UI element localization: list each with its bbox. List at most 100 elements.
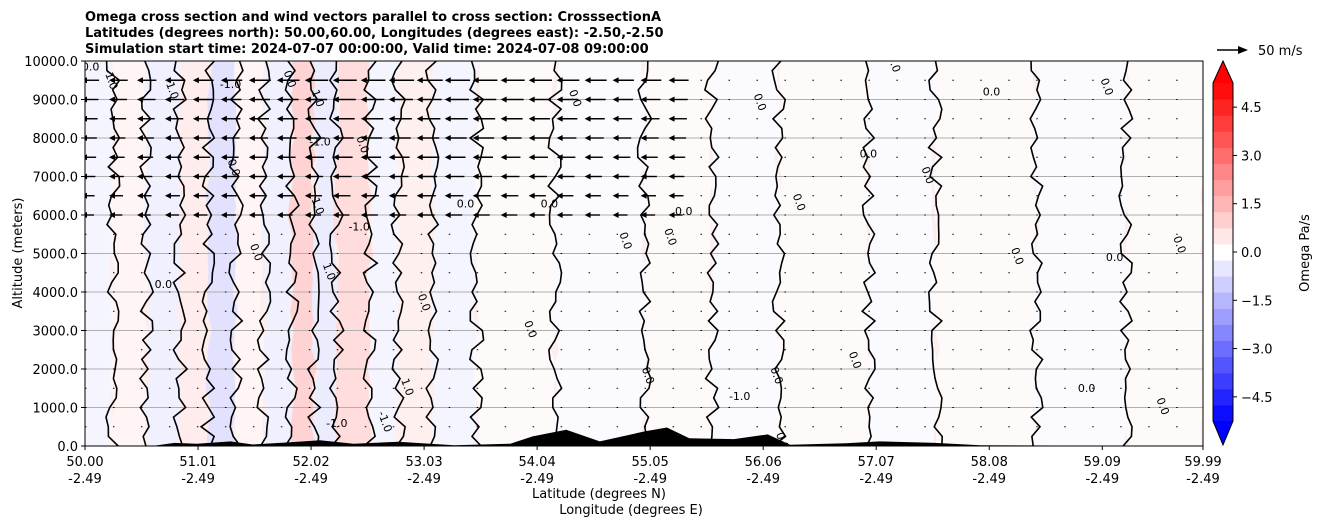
x-axis-label-lon: Longitude (degrees E): [559, 503, 703, 518]
contour-label: 0.0: [1154, 396, 1172, 417]
wind-vector-head: [640, 135, 647, 141]
wind-vector-head: [164, 173, 171, 180]
wind-vector-head: [220, 135, 227, 141]
plot-area: 0.0 -1.0 1.0 -1.0 0.0 1.0 -1.0 0.0 1.0 -1.0 0.0 0.0…: [82, 61, 1203, 452]
wind-vector-head: [668, 115, 675, 122]
contour-label: 0.0: [1008, 246, 1026, 267]
contour-label: 1.0: [163, 80, 181, 101]
wind-vector-head: [612, 135, 619, 141]
wind-vector-head: [136, 173, 143, 180]
wind-vector-head: [248, 115, 255, 122]
colorbar-tick-label: 1.5: [1241, 198, 1262, 213]
wind-vector-head: [164, 154, 171, 161]
wind-vector-head: [136, 115, 143, 122]
x-tick-label-lon: -2.49: [181, 472, 215, 487]
contour-label: 0.0: [846, 350, 864, 371]
wind-vector-head: [220, 192, 227, 199]
wind-vector-head: [248, 212, 255, 218]
wind-vector-head: [304, 115, 311, 122]
x-tick-label-lat: 59.99: [1184, 455, 1221, 470]
wind-vector-head: [108, 135, 115, 141]
y-tick-label: 3000.0: [33, 325, 79, 340]
contour-label: 0.0: [82, 61, 100, 74]
contour-line: [547, 61, 563, 446]
contour-label: 0.0: [155, 278, 173, 291]
wind-vector-head: [500, 154, 507, 161]
wind-vector-head: [556, 135, 563, 141]
contour-label: 0.0: [1170, 234, 1188, 255]
contour-line: [256, 61, 272, 446]
x-tick-label-lon: -2.49: [407, 472, 441, 487]
x-axis: 50.00 -2.49 51.01 -2.49 52.02 -2.49 53.03 -2.49…: [66, 446, 1222, 487]
wind-vector-head: [220, 77, 227, 84]
colorbar-level: [1213, 179, 1233, 197]
contour-label: 1.0: [320, 261, 338, 282]
wind-vector-head: [640, 173, 647, 180]
contour-label: -1.0: [348, 220, 369, 233]
colorbar-level: [1213, 260, 1233, 277]
wind-vector-head: [612, 96, 619, 103]
wind-vector-head: [304, 135, 311, 141]
contour-line: [468, 61, 485, 446]
contour-label: 0.0: [521, 319, 539, 340]
wind-vector-head: [416, 77, 423, 84]
wind-vector-head: [500, 212, 507, 218]
contour-label: 0.0: [639, 365, 657, 386]
contour-line: [284, 61, 300, 446]
wind-vector-head: [136, 192, 143, 199]
wind-vector-head: [164, 135, 171, 141]
y-tick-label: 10000.0: [24, 55, 78, 70]
contour-line: [1029, 61, 1044, 446]
wind-vector-head: [388, 173, 395, 180]
wind-vector-head: [556, 173, 563, 180]
wind-vector-head: [108, 173, 115, 180]
wind-vector-head: [108, 192, 115, 199]
wind-vector-head: [556, 154, 563, 161]
wind-vector-head: [85, 154, 87, 161]
x-tick-label-lon: -2.49: [68, 472, 102, 487]
wind-vector-head: [556, 212, 563, 218]
wind-vector-head: [192, 96, 199, 103]
wind-vectors: [85, 77, 1178, 428]
terrain: [85, 427, 1203, 446]
wind-vector-head: [332, 154, 339, 161]
wind-vector-head: [276, 115, 283, 122]
colorbar-extend-max: [1213, 61, 1233, 83]
contour-label: -1.0: [309, 136, 330, 149]
wind-vector-head: [136, 212, 143, 218]
wind-vector-head: [500, 115, 507, 122]
wind-vector-head: [472, 212, 479, 218]
wind-vector-head: [248, 77, 255, 84]
contour-label: 0.0: [919, 165, 937, 186]
colorbar-level: [1213, 388, 1233, 406]
wind-vector-head: [192, 173, 199, 180]
contour-line: [138, 61, 155, 446]
wind-vector-head: [248, 154, 255, 161]
x-tick-label-lon: -2.49: [1186, 472, 1220, 487]
wind-vector-head: [584, 173, 591, 180]
colorbar-level: [1213, 115, 1233, 132]
contour-line: [328, 61, 345, 446]
contour-label: 0.0: [616, 230, 634, 251]
contour-label: 0.0: [1098, 76, 1116, 97]
wind-vector-head: [108, 115, 115, 122]
contour-label: 0.0: [773, 431, 791, 452]
wind-vector-head: [332, 192, 339, 199]
contour-label: -1.0: [220, 78, 241, 91]
wind-vector-head: [668, 96, 675, 103]
x-tick-label-lon: -2.49: [520, 472, 554, 487]
wind-vector-head: [444, 192, 451, 199]
wind-vector-head: [416, 96, 423, 103]
y-tick-label: 6000.0: [33, 209, 79, 224]
wind-vector-head: [276, 212, 283, 218]
contour-label: 0.0: [281, 69, 299, 90]
wind-vector-head: [248, 96, 255, 103]
wind-vector-head: [360, 212, 367, 218]
wind-vector-head: [416, 192, 423, 199]
wind-vector-head: [668, 135, 675, 141]
wind-vector-head: [640, 212, 647, 218]
wind-vector-head: [528, 77, 535, 84]
quiver-key-arrow-head: [1238, 46, 1248, 54]
wind-vector-head: [612, 154, 619, 161]
contour-label: 0.0: [661, 226, 679, 247]
